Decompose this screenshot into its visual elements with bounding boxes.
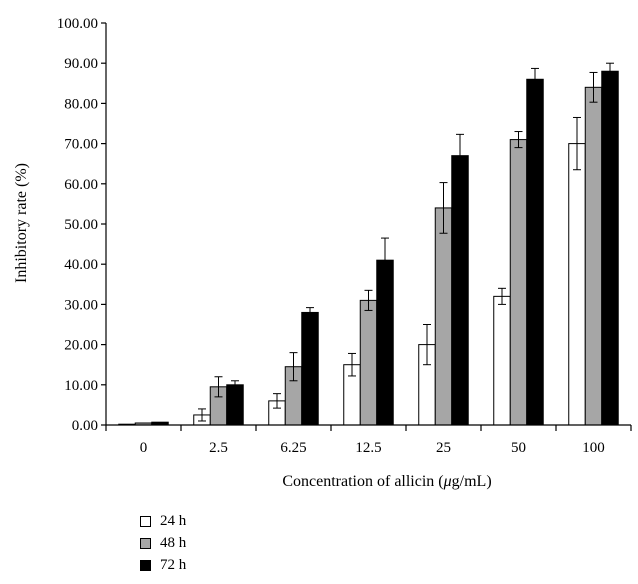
legend: 24 h 48 h 72 h [140, 510, 186, 576]
bar [359, 299, 378, 426]
x-tick-label: 0 [140, 440, 148, 456]
y-tick-label: 0.00 [72, 418, 98, 434]
legend-swatch [140, 537, 151, 549]
y-tick-label: 70.00 [64, 137, 98, 153]
y-axis-title: Inhibitory rate (%) [13, 163, 30, 283]
bar [451, 155, 469, 426]
x-axis-title-prefix: Concentration of allicin ( [282, 473, 443, 490]
legend-label: 24 h [160, 512, 187, 529]
x-axis: 0 2.5 6.25 12.5 25 50 100 [105, 424, 632, 456]
x-axis-title: Concentration of allicin (μg/mL) [282, 473, 491, 490]
bar [301, 311, 319, 426]
legend-swatch [140, 559, 151, 571]
bar [493, 295, 511, 426]
y-tick-label: 90.00 [64, 56, 98, 72]
bars [118, 62, 619, 426]
bar [226, 384, 244, 426]
y-tick-label: 60.00 [64, 177, 98, 193]
bar [376, 259, 394, 426]
x-axis-title-suffix: g/mL) [452, 473, 492, 490]
y-tick-label: 10.00 [64, 378, 98, 394]
x-tick-label: 12.5 [355, 440, 381, 456]
y-tick-label: 100.00 [57, 16, 98, 32]
y-axis: 0.00 10.00 20.00 30.00 40.00 50.00 60.00 70.00 8… [57, 16, 107, 434]
legend-swatch [140, 515, 151, 527]
bar [526, 78, 544, 426]
y-tick-label: 30.00 [64, 297, 98, 313]
legend-item: 48 h [140, 532, 186, 554]
y-tick-label: 20.00 [64, 338, 98, 354]
x-tick-label: 6.25 [280, 440, 306, 456]
x-axis-title-mu: μ [443, 473, 452, 490]
legend-item: 24 h [140, 510, 186, 532]
bar [568, 143, 586, 426]
x-tick-label: 25 [436, 440, 451, 456]
y-tick-label: 50.00 [64, 217, 98, 233]
y-tick-label: 40.00 [64, 257, 98, 273]
bar [509, 139, 528, 426]
legend-label: 48 h [160, 534, 187, 551]
legend-label: 72 h [160, 556, 187, 573]
x-tick-label: 2.5 [209, 440, 228, 456]
x-tick-label: 50 [511, 440, 526, 456]
bar [584, 86, 603, 426]
x-tick-label: 100 [582, 440, 605, 456]
bar [434, 207, 453, 426]
bar [601, 70, 619, 426]
legend-item: 72 h [140, 554, 186, 576]
y-tick-label: 80.00 [64, 96, 98, 112]
